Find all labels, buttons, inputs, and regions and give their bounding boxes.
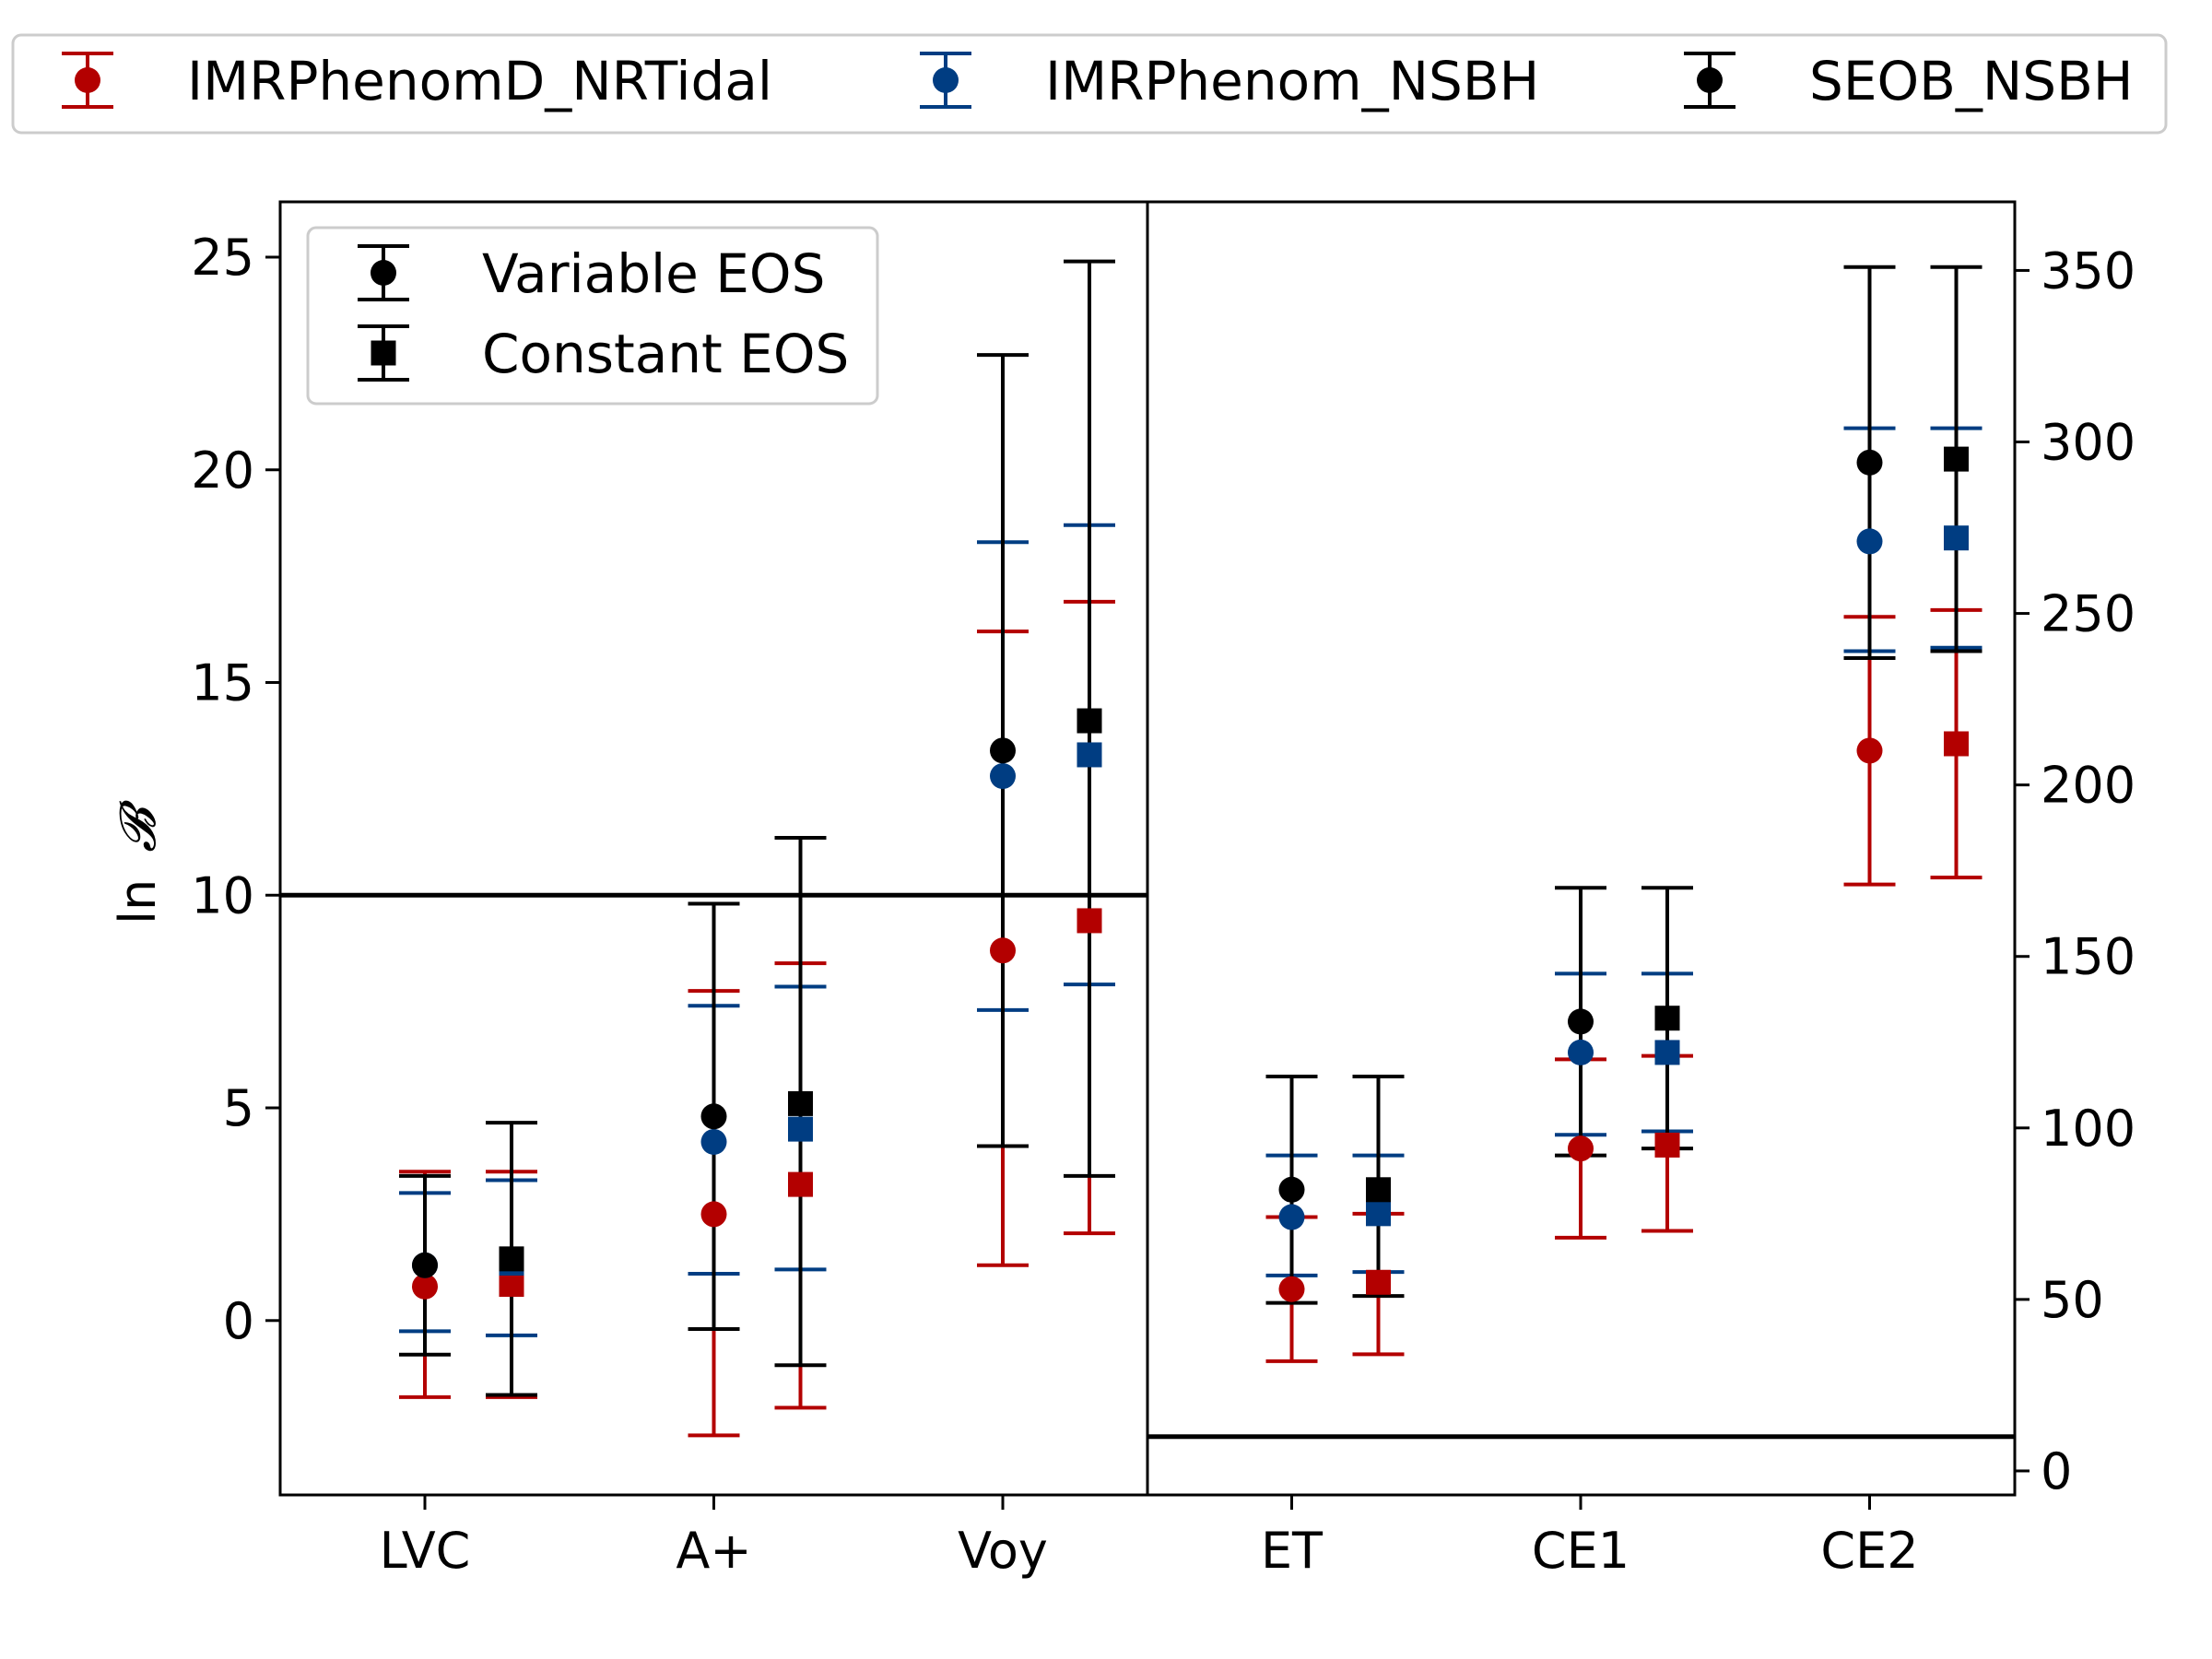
- series-legend: IMRPhenomD_NRTidal IMRPhenom_NSBH SEOB_NSB…: [11, 33, 2168, 135]
- constant-eos-marker: [1944, 446, 1969, 472]
- variable-eos-marker: [1856, 737, 1883, 764]
- series-legend-box: [11, 33, 2168, 135]
- variable-eos-marker: [1278, 1276, 1305, 1302]
- left-y-tick-label: 25: [191, 229, 254, 287]
- constant-eos-marker: [499, 1246, 524, 1272]
- variable-eos-marker: [700, 1128, 727, 1155]
- marker-legend-label: Variable EOS: [482, 242, 825, 305]
- right-y-tick-label: 100: [2041, 1100, 2136, 1158]
- series-legend-entry: [62, 52, 113, 109]
- marker-legend: Variable EOS Constant EOS: [306, 226, 879, 406]
- left-y-tick-label: 10: [191, 866, 254, 924]
- constant-eos-marker: [1077, 742, 1102, 768]
- constant-eos-marker: [1366, 1177, 1391, 1203]
- variable-eos-marker: [700, 1103, 727, 1130]
- left-y-tick-label: 0: [223, 1292, 254, 1350]
- marker-legend-box: [306, 226, 879, 406]
- series-legend-label: IMRPhenomD_NRTidal: [187, 50, 772, 112]
- x-tick-label: LVC: [380, 1522, 471, 1580]
- constant-eos-marker: [1944, 525, 1969, 551]
- right-y-tick-label: 50: [2041, 1271, 2104, 1329]
- series-legend-entry: [1684, 52, 1735, 109]
- variable-eos-marker: [412, 1252, 438, 1278]
- variable-eos-marker: [1278, 1176, 1305, 1203]
- series-legend-entry: [920, 52, 971, 109]
- constant-eos-marker: [788, 1171, 813, 1197]
- variable-eos-marker: [1568, 1135, 1594, 1162]
- constant-eos-marker: [1654, 1006, 1680, 1031]
- constant-eos-marker: [788, 1090, 813, 1116]
- series-legend-label: IMRPhenom_NSBH: [1045, 50, 1539, 112]
- right-y-tick-label: 0: [2041, 1442, 2072, 1500]
- data-points: [399, 259, 1983, 1438]
- marker-legend-entry: [358, 244, 409, 301]
- y-axis-label-symbol: 𝓑: [109, 800, 167, 853]
- x-tick-label: A+: [676, 1522, 751, 1580]
- variable-eos-marker: [990, 763, 1016, 790]
- x-tick-label: ET: [1261, 1522, 1324, 1580]
- constant-eos-marker: [1077, 708, 1102, 734]
- left-y-tick-label: 15: [191, 654, 254, 712]
- variable-eos-marker: [700, 1201, 727, 1228]
- variable-eos-marker: [1278, 1204, 1305, 1230]
- y-axis-label-text: ln: [109, 879, 167, 924]
- left-y-tick-label: 5: [223, 1079, 254, 1137]
- right-y-tick-label: 150: [2041, 928, 2136, 986]
- x-tick-label: CE2: [1820, 1522, 1918, 1580]
- x-tick-label: CE1: [1532, 1522, 1630, 1580]
- right-y-tick-label: 350: [2041, 241, 2136, 300]
- y-axis-label: ln 𝓑: [109, 800, 167, 924]
- right-y-tick-label: 250: [2041, 585, 2136, 643]
- variable-eos-marker: [1856, 449, 1883, 476]
- right-y-tick-label: 300: [2041, 414, 2136, 472]
- constant-eos-marker: [1366, 1269, 1391, 1295]
- marker-legend-label: Constant EOS: [482, 323, 849, 385]
- constant-eos-marker: [788, 1116, 813, 1142]
- constant-eos-marker: [1366, 1201, 1391, 1227]
- variable-eos-marker: [412, 1273, 438, 1300]
- constant-eos-marker: [1654, 1040, 1680, 1065]
- left-y-tick-label: 20: [191, 441, 254, 500]
- variable-eos-marker: [1856, 528, 1883, 555]
- variable-eos-marker: [990, 737, 1016, 764]
- x-tick-label: Voy: [958, 1522, 1048, 1580]
- variable-eos-marker: [1568, 1008, 1594, 1035]
- series-legend-label: SEOB_NSBH: [1809, 50, 2134, 112]
- right-y-tick-label: 200: [2041, 757, 2136, 815]
- constant-eos-marker: [1944, 731, 1969, 757]
- constant-eos-marker: [1077, 908, 1102, 934]
- variable-eos-marker: [990, 937, 1016, 964]
- marker-legend-entry: [358, 324, 409, 382]
- constant-eos-marker: [499, 1272, 524, 1298]
- axes: [278, 200, 2017, 1497]
- constant-eos-marker: [1654, 1132, 1680, 1158]
- variable-eos-marker: [1568, 1039, 1594, 1065]
